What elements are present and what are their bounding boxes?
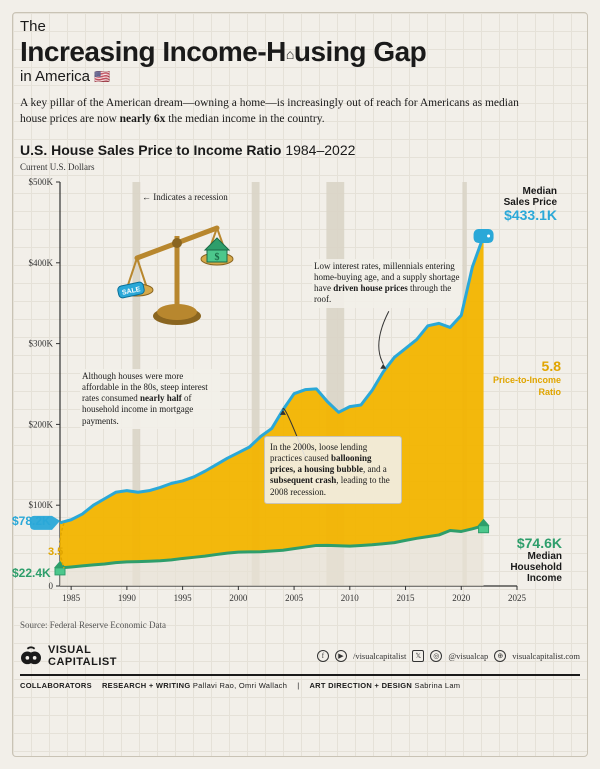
svg-text:0: 0 — [49, 581, 54, 591]
socials: f ▶ /visualcapitalist 𝕏 ◎ @visualcap ⊕ v… — [317, 650, 580, 662]
pretitle: The — [20, 18, 580, 35]
svg-text:2020: 2020 — [452, 593, 471, 603]
chart-title-text: U.S. House Sales Price to Income Ratio — [20, 142, 285, 158]
research-label: RESEARCH + WRITING — [102, 681, 191, 690]
us-flag-icon: 🇺🇸 — [94, 69, 110, 84]
subtitle: in America 🇺🇸 — [20, 68, 580, 85]
source-text: Source: Federal Reserve Economic Data — [20, 620, 580, 630]
svg-text:2010: 2010 — [341, 593, 360, 603]
start-ratio: 3.5 — [48, 546, 63, 558]
chart-title: U.S. House Sales Price to Income Ratio 1… — [20, 142, 580, 158]
end-income-label: $74.6K MedianHousehold Income — [474, 536, 562, 584]
chart-area: 0 $100K $200K $300K $400K $500K 1985 1990 1995 20… — [12, 174, 567, 614]
start-income-tag: $22.4K — [12, 566, 51, 580]
youtube-icon: ▶ — [335, 650, 347, 662]
svg-text:$: $ — [215, 252, 220, 263]
social-yt: /visualcapitalist — [353, 651, 406, 661]
annotation-2000s: In the 2000s, loose lending practices ca… — [264, 436, 402, 504]
chart-axis-note: Current U.S. Dollars — [20, 162, 580, 172]
collab-label: COLLABORATORS — [20, 681, 92, 690]
collaborators-row: COLLABORATORS RESEARCH + WRITING Pallavi… — [20, 674, 580, 690]
end-ratio-value: 5.8 — [542, 358, 561, 374]
instagram-icon: ◎ — [430, 650, 442, 662]
annotation-recent: Low interest rates, millennials entering… — [312, 259, 462, 308]
end-income-title: MedianHousehold Income — [510, 551, 562, 584]
svg-text:$500K: $500K — [29, 177, 54, 187]
svg-text:$400K: $400K — [29, 257, 54, 267]
end-price-title: MedianSales Price — [504, 186, 557, 208]
end-ratio-title: Price-to-IncomeRatio — [493, 375, 561, 397]
annotation-80s: Although houses were more affordable in … — [80, 369, 220, 429]
social-site: visualcapitalist.com — [512, 651, 580, 661]
svg-text:1995: 1995 — [174, 593, 193, 603]
svg-text:2025: 2025 — [508, 593, 527, 603]
facebook-icon: f — [317, 650, 329, 662]
end-ratio-label: 5.8 Price-to-IncomeRatio — [477, 359, 561, 399]
subtitle-text: in America — [20, 68, 90, 85]
social-ig: @visualcap — [448, 651, 488, 661]
design-names: Sabrina Lam — [415, 681, 461, 690]
end-price-value: $433.1K — [504, 207, 557, 223]
title-part1: Increasing Income-H — [20, 36, 286, 67]
svg-text:2015: 2015 — [397, 593, 416, 603]
start-price-tag: $78.2K — [12, 514, 51, 528]
end-income-value: $74.6K — [517, 535, 562, 551]
main-title: Increasing Income-H⌂using Gap — [20, 37, 580, 66]
scale-illustration: SALE $ — [112, 216, 242, 336]
chart-year-range: 1984–2022 — [285, 142, 355, 158]
footer-brand-row: VISUALCAPITALIST f ▶ /visualcapitalist 𝕏… — [20, 638, 580, 668]
svg-text:2000: 2000 — [229, 593, 248, 603]
svg-text:1990: 1990 — [118, 593, 137, 603]
research-names: Pallavi Rao, Omri Wallach — [193, 681, 287, 690]
svg-text:2005: 2005 — [285, 593, 304, 603]
intro-tail: the median income in the country. — [165, 113, 324, 125]
recession-legend: ← Indicates a recession — [142, 192, 228, 203]
svg-text:1985: 1985 — [62, 593, 81, 603]
svg-text:$100K: $100K — [29, 500, 54, 510]
brand-text: VISUALCAPITALIST — [48, 644, 117, 668]
globe-icon: ⊕ — [494, 650, 506, 662]
house-roof-icon: ⌂ — [286, 46, 294, 62]
intro-paragraph: A key pillar of the American dream—ownin… — [20, 95, 540, 127]
svg-text:$300K: $300K — [29, 338, 54, 348]
brand-logo-icon — [20, 646, 42, 666]
end-price-label: MedianSales Price $433.1K — [487, 186, 557, 223]
x-icon: 𝕏 — [412, 650, 424, 662]
title-part2: using Gap — [294, 36, 426, 67]
intro-bold: nearly 6x — [120, 113, 166, 125]
svg-text:$200K: $200K — [29, 419, 54, 429]
design-label: ART DIRECTION + DESIGN — [309, 681, 412, 690]
brand: VISUALCAPITALIST — [20, 644, 117, 668]
